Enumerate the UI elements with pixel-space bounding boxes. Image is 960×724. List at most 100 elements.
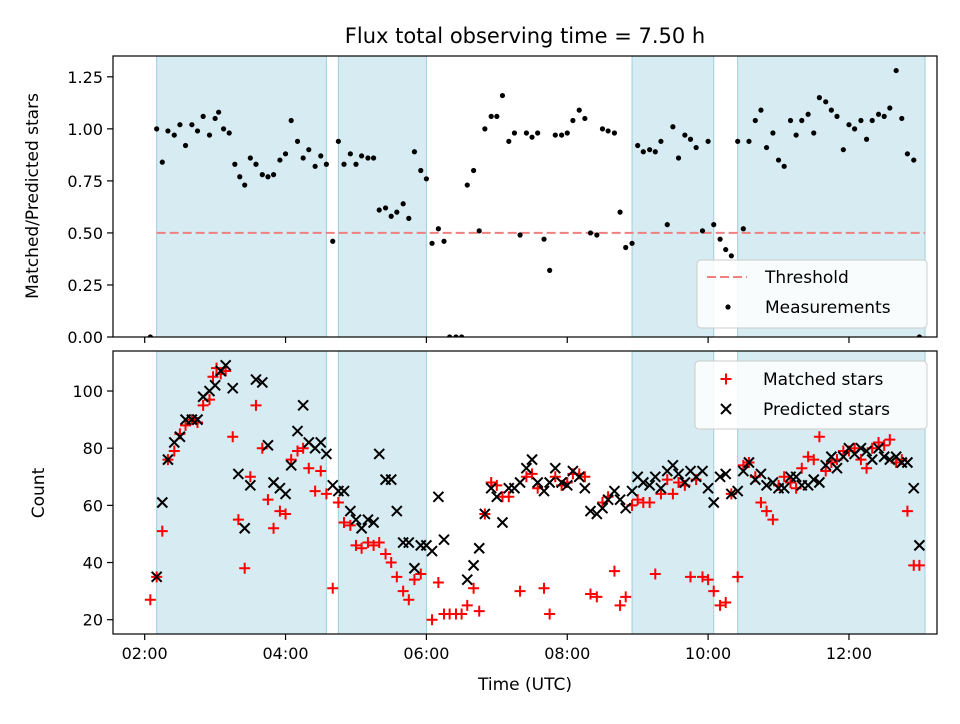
measurement-point — [652, 149, 658, 155]
matched-star-point — [285, 454, 297, 466]
predicted-star-point — [514, 476, 526, 489]
predicted-star-point — [219, 359, 232, 372]
matched-star-point — [262, 494, 274, 506]
x-tick-label: 08:00 — [544, 644, 590, 663]
measurement-point — [564, 130, 570, 136]
predicted-star-point — [820, 459, 832, 472]
predicted-star-point — [531, 476, 544, 489]
measurement-point — [869, 117, 875, 124]
predicted-star-point — [491, 491, 503, 503]
bottom-legend — [694, 360, 928, 430]
measurement-point — [687, 136, 694, 142]
matched-star-point — [239, 562, 251, 574]
measurement-point — [506, 138, 512, 144]
predicted-star-point — [878, 451, 890, 463]
measurement-point — [863, 136, 870, 142]
predicted-star-point — [837, 451, 850, 463]
matched-star-point — [156, 525, 168, 537]
measurement-point — [447, 334, 453, 337]
measurement-point — [388, 213, 394, 219]
measurement-point — [904, 151, 911, 157]
bottom-shaded-band — [156, 351, 327, 634]
measurement-point — [312, 163, 318, 169]
predicted-star-point — [596, 502, 609, 514]
measurement-point — [717, 236, 723, 242]
legend-matched-label: Matched stars — [763, 370, 883, 390]
matched-star-point — [702, 574, 714, 586]
measurement-point — [858, 117, 864, 124]
measurement-point — [635, 142, 641, 149]
matched-star-point — [667, 488, 679, 500]
matched-star-point — [461, 599, 473, 611]
measurement-point — [723, 246, 729, 253]
measurement-point — [270, 172, 277, 178]
predicted-star-point — [913, 539, 926, 552]
measurement-point — [411, 149, 418, 155]
predicted-star-point — [297, 399, 309, 412]
chart-title: Flux total observing time = 7.50 h — [345, 24, 705, 48]
measurement-point — [189, 122, 195, 128]
legend-threshold-label: Threshold — [764, 268, 849, 288]
measurement-point — [265, 174, 271, 180]
matched-star-point — [849, 442, 861, 454]
bottom-y-tick-label: 20 — [83, 611, 103, 630]
predicted-star-point — [561, 479, 573, 492]
matched-star-point — [468, 582, 480, 594]
measurement-point — [282, 151, 289, 157]
measurement-point — [916, 334, 922, 337]
matched-star-point — [168, 445, 180, 457]
predicted-star-point — [232, 468, 245, 480]
predicted-star-point — [362, 513, 374, 526]
measurement-point — [529, 134, 535, 140]
measurement-point — [482, 126, 488, 132]
measurement-point — [523, 130, 530, 136]
measurement-point — [147, 334, 153, 337]
measurement-point — [376, 207, 382, 213]
measurement-point — [212, 115, 218, 122]
predicted-star-point — [209, 379, 221, 392]
predicted-star-point — [855, 442, 867, 454]
measurement-point — [605, 128, 611, 134]
top-y-tick-label: 1.25 — [67, 68, 103, 87]
measurement-point — [887, 105, 893, 111]
measurement-point — [670, 124, 676, 130]
predicted-star-point — [338, 485, 350, 497]
matched-star-point — [708, 585, 720, 597]
predicted-star-point — [256, 376, 269, 389]
measurement-point — [535, 130, 541, 136]
matched-star-point — [820, 465, 832, 477]
matched-star-point — [661, 474, 673, 486]
matched-star-point — [332, 497, 344, 509]
measurement-point — [623, 244, 629, 251]
predicted-star-point — [373, 448, 385, 460]
matched-star-point — [403, 594, 415, 606]
matched-star-point — [673, 476, 685, 488]
measurement-point — [237, 174, 243, 180]
matched-star-point — [861, 462, 873, 474]
matched-star-point — [714, 599, 726, 611]
matched-star-point — [732, 571, 744, 583]
matched-star-point — [244, 471, 256, 483]
measurement-point — [640, 149, 646, 155]
predicted-star-point — [708, 496, 720, 509]
predicted-star-point — [432, 491, 445, 503]
measurement-point — [200, 113, 206, 119]
predicted-star-point — [872, 442, 885, 454]
bottom-y-tick-label: 100 — [72, 382, 103, 401]
x-tick-label: 02:00 — [122, 644, 168, 663]
matched-star-point — [591, 591, 603, 603]
predicted-star-point — [279, 488, 292, 500]
measurement-point — [418, 167, 424, 174]
matched-star-point — [432, 577, 444, 589]
predicted-star-point — [584, 505, 597, 517]
measurement-point — [353, 161, 359, 167]
matched-star-point — [207, 371, 219, 383]
matched-star-point — [802, 451, 814, 463]
measurement-point — [570, 117, 576, 124]
measurement-point — [611, 130, 618, 136]
measurement-point — [752, 117, 758, 124]
matched-star-point — [227, 431, 239, 443]
measurement-point — [511, 130, 518, 136]
predicted-star-point — [866, 453, 878, 466]
predicted-star-point — [408, 562, 421, 574]
